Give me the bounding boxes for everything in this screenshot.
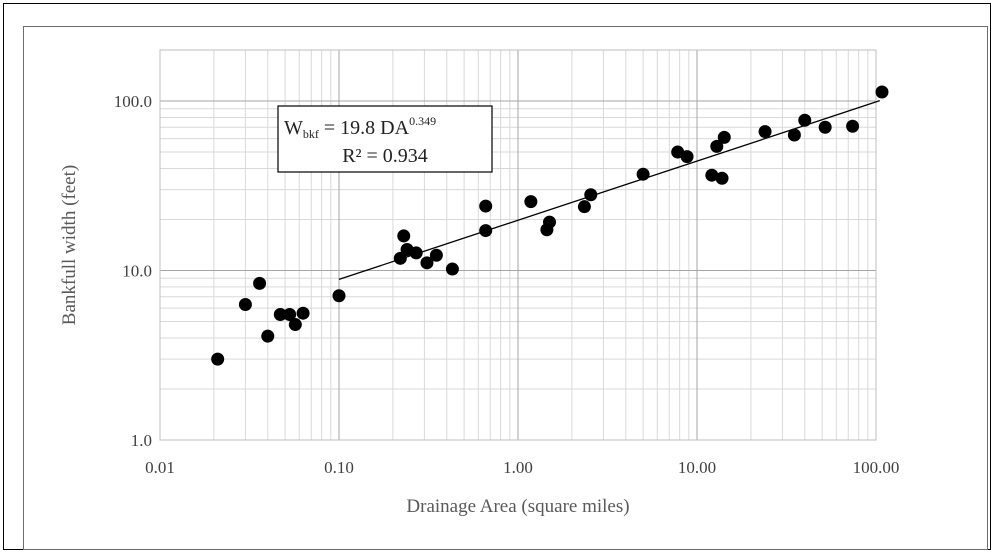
data-point xyxy=(524,195,538,209)
data-point xyxy=(273,308,287,322)
data-point xyxy=(479,224,493,238)
data-points xyxy=(211,85,889,366)
data-point xyxy=(409,246,423,260)
data-point xyxy=(543,215,557,229)
equation-text: Wbkf = 19.8 DA0.349 xyxy=(284,114,436,141)
data-point xyxy=(253,276,267,290)
data-point xyxy=(420,256,434,270)
y-tick-label: 10.0 xyxy=(122,262,152,281)
data-point xyxy=(680,150,694,164)
data-point xyxy=(717,130,731,144)
data-point xyxy=(577,200,591,214)
equation-annotation: Wbkf = 19.8 DA0.349 R² = 0.934 xyxy=(277,105,493,173)
equation-box xyxy=(277,105,493,173)
y-tick-labels: 1.0 10.0 100.0 xyxy=(114,92,152,450)
data-point xyxy=(846,119,860,133)
data-point xyxy=(758,125,772,139)
y-tick-label: 100.0 xyxy=(114,92,152,111)
y-axis-title: Bankfull width (feet) xyxy=(59,165,80,325)
data-point xyxy=(397,229,411,243)
equation-subscript: bkf xyxy=(303,127,319,141)
outer-frame xyxy=(3,3,991,550)
power-trendline xyxy=(338,100,880,280)
data-point xyxy=(211,352,225,366)
y-tick-label: 1.0 xyxy=(131,431,152,450)
x-tick-label: 1.00 xyxy=(503,458,533,477)
data-point xyxy=(705,168,719,182)
data-point xyxy=(332,289,346,303)
data-point xyxy=(238,298,252,312)
equation-exponent: 0.349 xyxy=(409,114,436,128)
data-point xyxy=(283,308,297,322)
x-tick-label: 100.00 xyxy=(853,458,900,477)
x-axis-title: Drainage Area (square miles) xyxy=(406,496,629,517)
plot-border xyxy=(159,49,877,441)
data-point xyxy=(818,120,832,134)
x-tick-labels: 0.01 0.10 1.00 10.00 100.00 xyxy=(145,458,899,477)
data-point xyxy=(445,262,459,276)
data-point xyxy=(261,329,275,343)
data-point xyxy=(479,199,493,213)
data-point xyxy=(429,248,443,262)
chart-area xyxy=(23,26,988,550)
equation-mid: = 19.8 DA xyxy=(319,117,410,139)
r-squared-text: R² = 0.934 xyxy=(342,145,428,167)
data-point xyxy=(296,306,310,320)
data-point xyxy=(710,139,724,153)
data-point xyxy=(636,167,650,181)
x-tick-label: 10.00 xyxy=(678,458,716,477)
data-point xyxy=(715,171,729,185)
data-point xyxy=(787,128,801,142)
x-tick-label: 0.01 xyxy=(145,458,175,477)
data-point xyxy=(875,85,889,99)
data-point xyxy=(393,251,407,265)
data-point xyxy=(584,188,598,202)
data-point xyxy=(798,113,812,127)
equation-w: W xyxy=(284,117,303,139)
x-tick-label: 0.10 xyxy=(324,458,354,477)
data-point xyxy=(288,318,302,332)
